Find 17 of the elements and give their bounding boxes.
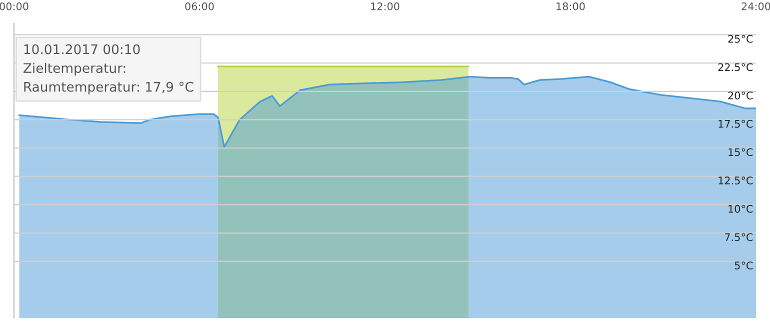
y-tick-label: 25°C (728, 34, 753, 43)
y-tick-label: 20°C (728, 92, 753, 100)
x-tick-label: 18:00 (556, 2, 585, 10)
y-tick-label: 5°C (734, 262, 753, 270)
x-tick-label: 12:00 (371, 2, 400, 10)
y-tick-label: 15°C (728, 148, 753, 156)
x-tick-label: 00:00 (0, 2, 28, 10)
y-tick-label: 7.5°C (725, 233, 753, 242)
x-tick-label: 24:00 (742, 2, 770, 10)
y-tick-label: 22.5°C (718, 63, 753, 72)
annotation: Zieltemperatur: (24, 62, 126, 76)
annotation: 10.01.2017 00:10 (24, 44, 140, 54)
y-tick-label: 17.5°C (718, 120, 753, 128)
x-tick-label: 06:00 (185, 2, 214, 10)
y-tick-label: 10°C (728, 204, 753, 213)
y-tick-label: 12.5°C (718, 176, 753, 184)
annotation: Raumtemperatur: 17,9 °C (24, 82, 194, 94)
